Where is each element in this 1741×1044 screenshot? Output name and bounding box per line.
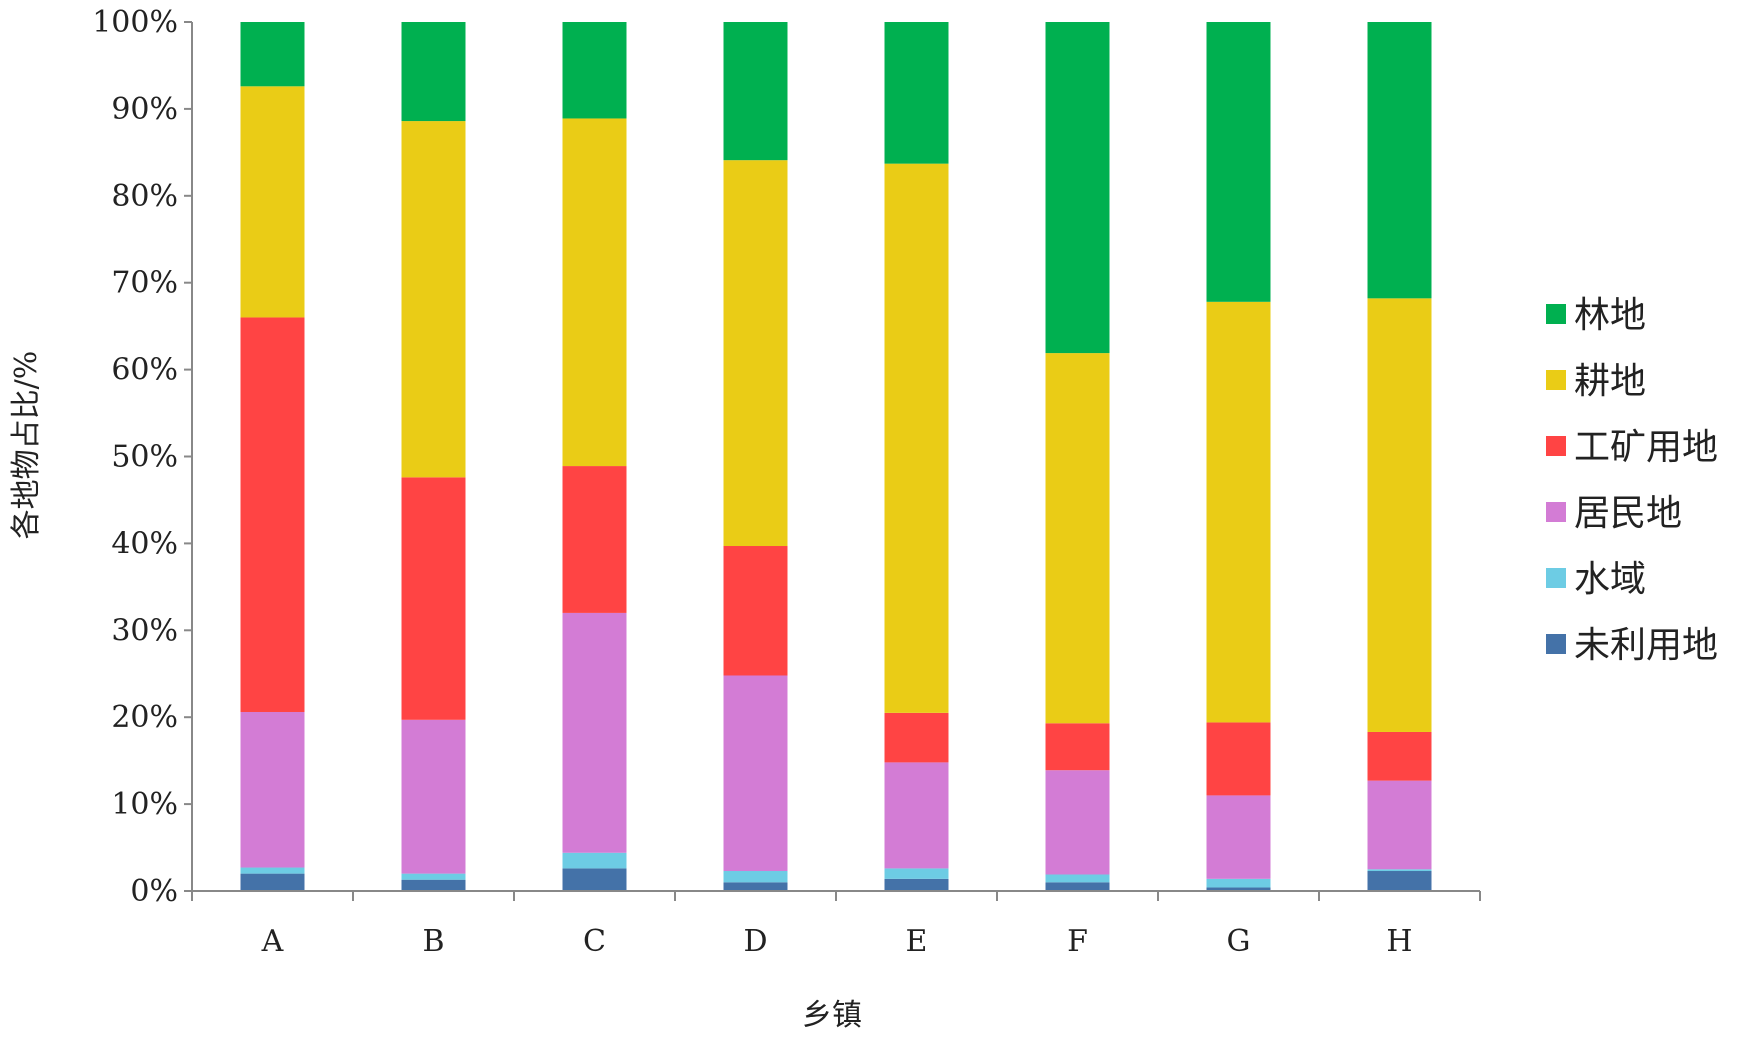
x-tick-label-G: G — [1227, 924, 1251, 959]
legend-label: 工矿用地 — [1574, 427, 1718, 468]
bar-segment-F-2 — [1045, 770, 1110, 875]
bar-segment-C-4 — [562, 118, 627, 467]
bar-segment-D-3 — [723, 546, 788, 676]
legend-swatch — [1546, 370, 1566, 390]
legend-swatch — [1546, 436, 1566, 456]
bar-segment-A-3 — [240, 317, 305, 712]
bar-segment-F-1 — [1045, 874, 1110, 883]
x-axis-title: 乡镇 — [802, 998, 862, 1033]
bar-segment-E-1 — [884, 868, 949, 879]
bar-segment-D-2 — [723, 675, 788, 872]
legend-label: 耕地 — [1574, 361, 1646, 402]
bar-segment-G-2 — [1206, 795, 1271, 879]
bar-segment-F-5 — [1045, 22, 1110, 354]
bar-segment-H-5 — [1367, 22, 1432, 299]
y-tick-label: 100% — [92, 5, 178, 40]
y-tick-label: 50% — [111, 440, 178, 475]
bar-segment-E-0 — [884, 878, 949, 891]
bar-segment-A-0 — [240, 873, 305, 891]
bar-segment-G-1 — [1206, 878, 1271, 888]
bar-segment-H-0 — [1367, 871, 1432, 891]
y-tick-label: 10% — [111, 787, 178, 822]
bar-segment-E-4 — [884, 163, 949, 713]
bar-segment-E-3 — [884, 712, 949, 763]
legend-swatch — [1546, 304, 1566, 324]
bar-segment-C-5 — [562, 22, 627, 119]
y-tick-label: 40% — [111, 526, 178, 561]
bar-segment-G-5 — [1206, 22, 1271, 302]
x-tick-label-B: B — [422, 924, 444, 959]
bar-segment-F-4 — [1045, 353, 1110, 724]
x-axis: A B C D E F G H — [191, 890, 1481, 959]
legend-label: 林地 — [1574, 295, 1646, 336]
bar-segment-B-5 — [401, 22, 466, 122]
y-tick-label: 30% — [111, 613, 178, 648]
bar-segment-A-2 — [240, 711, 305, 868]
legend-label: 居民地 — [1574, 493, 1682, 534]
bar-segment-C-2 — [562, 612, 627, 853]
x-tick-label-F: F — [1067, 924, 1088, 959]
y-tick-label: 60% — [111, 353, 178, 388]
x-tick-label-H: H — [1386, 924, 1412, 959]
bar-segment-H-1 — [1367, 869, 1432, 872]
bar-segment-G-0 — [1206, 887, 1271, 891]
bar-segment-C-0 — [562, 868, 627, 891]
y-tick-label: 80% — [111, 179, 178, 214]
bar-segment-B-4 — [401, 121, 466, 478]
legend-label: 未利用地 — [1574, 625, 1718, 666]
bar-segment-C-1 — [562, 852, 627, 869]
bar-segment-A-5 — [240, 22, 305, 87]
bar-segment-B-0 — [401, 879, 466, 891]
plot-area — [240, 22, 1432, 891]
x-tick-label-D: D — [743, 924, 767, 959]
bar-segment-G-4 — [1206, 301, 1271, 723]
y-axis: 0% 10% 20% 30% 40% 50% 60% 70% 80% 90% 100% — [92, 5, 193, 909]
bar-segment-A-1 — [240, 867, 305, 874]
bar-segment-E-5 — [884, 22, 949, 164]
bar-segment-B-1 — [401, 873, 466, 880]
y-tick-label: 0% — [130, 874, 178, 909]
bar-segment-D-0 — [723, 882, 788, 891]
bar-segment-B-3 — [401, 477, 466, 720]
x-tick-label-A: A — [261, 924, 284, 959]
legend-swatch — [1546, 634, 1566, 654]
bar-segment-D-5 — [723, 22, 788, 161]
bar-segment-D-1 — [723, 871, 788, 883]
x-tick-label-C: C — [583, 924, 606, 959]
bar-segment-A-4 — [240, 86, 305, 318]
bar-segment-H-4 — [1367, 298, 1432, 732]
bar-segment-H-3 — [1367, 731, 1432, 781]
y-axis-title: 各地物占比/% — [9, 351, 44, 540]
bar-segment-C-3 — [562, 466, 627, 613]
bar-segment-G-3 — [1206, 722, 1271, 796]
bar-segment-F-0 — [1045, 882, 1110, 891]
bar-segment-H-2 — [1367, 780, 1432, 870]
x-tick-label-E: E — [906, 924, 928, 959]
y-tick-label: 90% — [111, 92, 178, 127]
y-tick-label: 20% — [111, 700, 178, 735]
legend-label: 水域 — [1574, 559, 1646, 600]
legend-swatch — [1546, 502, 1566, 522]
legend-swatch — [1546, 568, 1566, 588]
bar-segment-E-2 — [884, 762, 949, 869]
bar-segment-F-3 — [1045, 723, 1110, 771]
y-tick-label: 70% — [111, 266, 178, 301]
bar-segment-D-4 — [723, 160, 788, 547]
bar-segment-B-2 — [401, 719, 466, 874]
